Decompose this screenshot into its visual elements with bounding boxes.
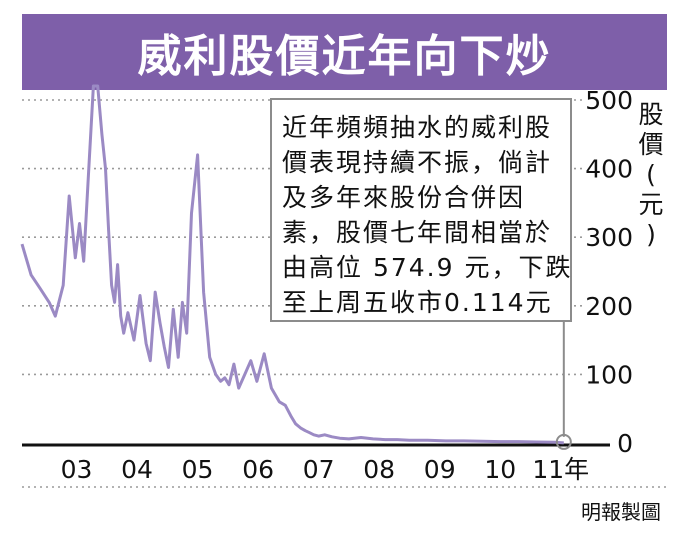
y-axis-label: 股價(元) xyxy=(637,100,665,250)
x-tick-label: 03 xyxy=(61,455,93,484)
series-line xyxy=(20,84,564,445)
y-axis-label-char: 元 xyxy=(638,190,664,219)
x-tick-label: 11年 xyxy=(532,455,589,484)
annotation-line: 近年頻頻抽水的威利股 xyxy=(282,113,553,142)
series-layer xyxy=(20,84,564,445)
y-tick-label: 300 xyxy=(585,223,633,252)
y-axis-label-char: 股 xyxy=(638,100,664,129)
x-tick-label: 04 xyxy=(121,455,153,484)
x-tick-labels: 03 04 05 06 07 08 09 10 11年 xyxy=(61,455,590,484)
chart-title-bar: 威利股價近年向下炒 xyxy=(22,14,667,90)
x-tick-label: 09 xyxy=(424,455,456,484)
annotation-line: 價表現持續不振，倘計 xyxy=(282,148,553,177)
y-axis-label-char: 價 xyxy=(638,130,664,159)
annotation-box: 近年頻頻抽水的威利股 價表現持續不振，倘計 及多年來股份合併因 素，股價七年間相… xyxy=(270,98,572,322)
y-tick-label: 200 xyxy=(585,292,633,321)
x-tick-label: 05 xyxy=(182,455,214,484)
source-credit: 明報製圖 xyxy=(581,500,661,524)
x-tick-label: 07 xyxy=(303,455,335,484)
y-tick-label: 400 xyxy=(585,155,633,184)
annotation-marker xyxy=(555,433,572,450)
y-tick-label: 100 xyxy=(585,360,633,389)
y-tick-labels: 0 100 200 300 400 500 xyxy=(585,86,633,458)
annotation-line: 及多年來股份合併因 xyxy=(282,183,526,212)
x-tick-label: 10 xyxy=(484,455,516,484)
y-tick-label: 500 xyxy=(585,86,633,115)
y-tick-label: 0 xyxy=(617,429,633,458)
annotation-line: 至上周五收市0.114元 xyxy=(282,288,553,317)
annotation-line: 由高位 574.9 元，下跌 xyxy=(282,253,573,282)
x-tick-label: 08 xyxy=(363,455,395,484)
chart-title: 威利股價近年向下炒 xyxy=(137,31,552,82)
y-axis-label-char: ( xyxy=(646,160,656,189)
x-tick-label: 06 xyxy=(242,455,274,484)
annotation-line: 素，股價七年間相當於 xyxy=(282,218,553,247)
y-axis-label-char: ) xyxy=(646,220,656,249)
annotation-layer xyxy=(555,322,572,450)
